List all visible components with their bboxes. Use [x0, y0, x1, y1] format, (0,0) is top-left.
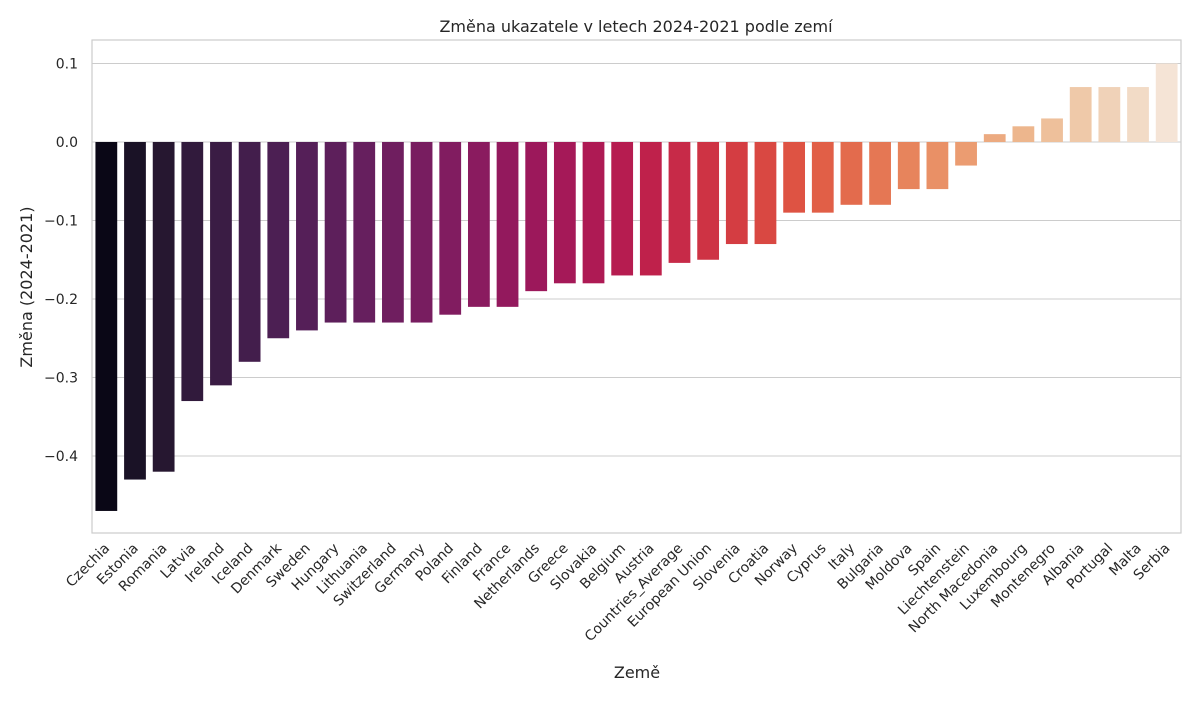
bar-lithuania	[353, 142, 376, 323]
bar-slovenia	[725, 142, 748, 245]
bar-cyprus	[811, 142, 834, 213]
bar-germany	[410, 142, 433, 323]
y-tick-label: −0.1	[44, 214, 78, 230]
bar-bulgaria	[869, 142, 891, 205]
bar-finland	[467, 142, 490, 307]
bar-spain	[926, 142, 949, 190]
bar-norway	[783, 142, 806, 213]
x-tick-labels: CzechiaEstoniaRomaniaLatviaIrelandIcelan…	[63, 540, 1173, 645]
bar-greece	[553, 142, 576, 284]
y-tick-label: −0.2	[44, 292, 78, 308]
bar-latvia	[181, 142, 204, 402]
y-tick-label: 0.0	[56, 135, 78, 151]
bar-france	[496, 142, 519, 307]
bar-liechtenstein	[955, 142, 977, 166]
bar-albania	[1069, 87, 1092, 142]
bar-sweden	[296, 142, 318, 331]
bar-slovakia	[582, 142, 605, 284]
bar-italy	[840, 142, 863, 205]
bar-countries-average	[668, 142, 691, 263]
bar-netherlands	[525, 142, 548, 292]
bar-luxembourg	[1012, 126, 1035, 142]
bar-denmark	[267, 142, 290, 339]
bar-belgium	[611, 142, 634, 276]
bar-croatia	[754, 142, 777, 245]
bar-portugal	[1098, 87, 1121, 142]
y-tick-labels: 0.1 0.0 −0.1 −0.2 −0.3 −0.4	[44, 57, 78, 466]
bar-ireland	[210, 142, 232, 386]
bar-austria	[639, 142, 662, 276]
bar-poland	[439, 142, 462, 315]
x-axis-title: Země	[614, 663, 660, 682]
y-tick-label: 0.1	[56, 57, 78, 73]
chart-title: Změna ukazatele v letech 2024-2021 podle…	[439, 17, 833, 36]
bar-iceland	[238, 142, 261, 362]
bar-moldova	[897, 142, 920, 190]
y-axis-title: Změna (2024-2021)	[17, 206, 36, 367]
y-tick-label: −0.4	[44, 449, 78, 465]
bar-european-union	[697, 142, 720, 260]
bar-serbia	[1155, 63, 1178, 142]
bar-switzerland	[382, 142, 404, 323]
bar-montenegro	[1041, 118, 1063, 142]
bar-estonia	[124, 142, 146, 480]
bars	[95, 63, 1178, 511]
bar-north-macedonia	[983, 134, 1006, 142]
bar-czechia	[95, 142, 118, 511]
bar-hungary	[324, 142, 347, 323]
y-tick-label: −0.3	[44, 371, 78, 387]
bar-malta	[1127, 87, 1149, 142]
bar-romania	[152, 142, 175, 472]
